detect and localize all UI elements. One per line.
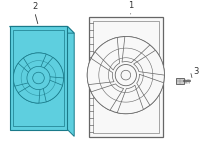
Text: 1: 1 — [128, 1, 133, 10]
Circle shape — [121, 70, 131, 80]
Polygon shape — [89, 17, 163, 137]
Circle shape — [33, 72, 44, 84]
FancyBboxPatch shape — [176, 78, 184, 84]
Polygon shape — [42, 57, 64, 78]
Polygon shape — [91, 84, 124, 110]
Circle shape — [87, 36, 164, 114]
Circle shape — [13, 53, 64, 103]
Polygon shape — [23, 53, 46, 72]
Polygon shape — [13, 63, 31, 86]
Polygon shape — [122, 36, 150, 63]
Polygon shape — [117, 85, 143, 114]
Polygon shape — [18, 84, 40, 103]
Polygon shape — [95, 37, 120, 70]
Polygon shape — [87, 58, 114, 85]
Polygon shape — [10, 26, 67, 130]
Polygon shape — [10, 26, 74, 33]
Polygon shape — [43, 79, 62, 102]
Text: 3: 3 — [193, 67, 198, 76]
Polygon shape — [137, 74, 164, 105]
Text: 2: 2 — [32, 2, 37, 11]
Circle shape — [115, 65, 136, 86]
Polygon shape — [134, 50, 164, 75]
Circle shape — [27, 66, 50, 90]
Polygon shape — [67, 26, 74, 136]
